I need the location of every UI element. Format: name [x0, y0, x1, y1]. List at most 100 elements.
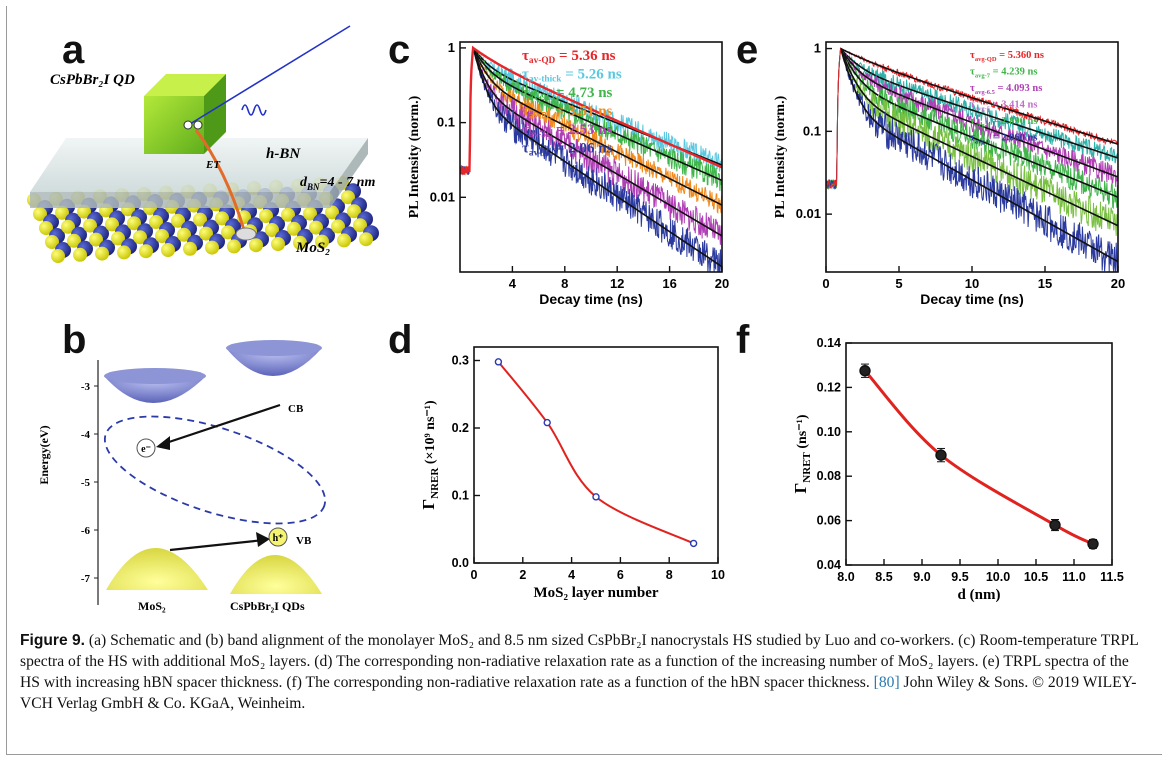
energy-tick-label: -4: [81, 429, 91, 441]
data-point: [494, 358, 503, 366]
sulfur-atom: [89, 232, 103, 247]
mos2-cb-top: [104, 368, 206, 384]
x-tick-label: 10: [711, 568, 725, 582]
sulfur-atom: [33, 207, 47, 221]
sulfur-atom: [133, 230, 147, 245]
plot-frame: [473, 346, 719, 564]
energy-tick-label: -3: [81, 381, 91, 393]
electron-symbol: [136, 438, 156, 458]
decay-trace: [460, 47, 722, 245]
mos2-lattice: [27, 176, 379, 263]
sulfur-atom: [215, 211, 229, 226]
et-label: ET: [205, 159, 221, 171]
y-tick-label: 0.12: [817, 380, 841, 394]
sulfur-atom: [281, 207, 295, 222]
data-point: [689, 539, 698, 548]
fit-line: [472, 47, 722, 182]
electron-arrowhead: [156, 436, 170, 450]
chart-c: 4 8 12 16 20 1 0.1 0.01 Decay time (ns) PL Intens…: [407, 40, 729, 307]
sulfur-atom: [221, 225, 235, 240]
x-tick-label: 0: [471, 568, 478, 582]
figure-caption: Figure 9. (a) Schematic and (b) band ali…: [20, 630, 1140, 714]
qd-cube-front: [144, 96, 204, 154]
data-point: [859, 365, 871, 377]
decay-trace: [460, 47, 722, 272]
fit-line: [840, 48, 1118, 159]
electron-transfer-arrow: [159, 403, 281, 447]
legend-entry: τav-5L = 3.51 ns: [522, 104, 613, 122]
y-tick-label: 0.01: [430, 189, 455, 204]
x-tick-label: 8.5: [875, 570, 892, 584]
x-tick-label: 11.0: [1062, 570, 1086, 584]
x-tick-label: 4: [509, 276, 517, 291]
chart-f: 8.0 8.5 9.0 9.5 10.0 10.5 11.0 11.5 0.04 0.06 0.08…: [791, 336, 1124, 603]
y-tick-label: 1: [814, 41, 821, 56]
caption-credit: John Wiley & Sons. © 2019 WILEY-VCH Verl…: [20, 674, 1137, 712]
x-tick-label: 11.5: [1100, 570, 1124, 584]
x-tick-label: 5: [895, 276, 902, 291]
caption-reference-link[interactable]: [80]: [873, 674, 900, 691]
y-tick-label: 0.01: [796, 206, 821, 221]
panel-letter-a: a: [62, 28, 85, 72]
y-axis-label: ΓNRER (×10⁹ ns⁻¹): [419, 400, 441, 510]
sulfur-atom: [303, 206, 317, 221]
hole-symbol: [268, 527, 288, 547]
energy-tick-label: -6: [81, 525, 91, 537]
panel-letter-e: e: [736, 28, 759, 72]
x-tick-label: 15: [1038, 276, 1052, 291]
x-tick-label: 8: [666, 568, 673, 582]
energy-tick-label: -5: [81, 477, 91, 489]
sulfur-atom: [127, 216, 141, 231]
sulfur-atom: [111, 231, 125, 246]
x-tick-label: 12: [610, 276, 624, 291]
exciton-dashed-loop: [103, 415, 327, 525]
figure-frame: [6, 6, 1162, 755]
sulfur-atom: [337, 233, 351, 248]
sulfur-atom: [315, 234, 329, 249]
x-tick-label: 10: [965, 276, 979, 291]
sulfur-atom: [287, 221, 301, 236]
sulfur-atom: [73, 247, 87, 262]
band-diagram-b: -3 -4 -5 -6 -7 Energy(eV) e⁻ h⁺ CB VB MoS₂ C…: [37, 340, 327, 613]
sulfur-atom: [139, 244, 153, 259]
plot-frame: [459, 41, 723, 273]
sulfur-atom: [51, 249, 65, 263]
y-tick-label: 1: [448, 40, 455, 55]
y-tick-label: 0.14: [817, 336, 841, 350]
sulfur-atom: [347, 204, 361, 219]
sulfur-atom: [55, 205, 69, 220]
sulfur-atom: [105, 217, 119, 232]
excitation-beam: [189, 25, 351, 125]
legend-entry: τav-9L = 4.73 ns: [522, 85, 613, 103]
data-point: [935, 449, 947, 461]
chart-e: 0 5 10 15 20 1 0.1 0.01 Decay time (ns) PL Intens…: [773, 41, 1125, 307]
sulfur-atom: [199, 226, 213, 241]
x-tick-label: 8: [561, 276, 568, 291]
sulfur-atom: [39, 221, 53, 235]
photon-wave: [241, 104, 267, 116]
sulfur-atom: [155, 229, 169, 243]
panel-letter-c: c: [388, 28, 411, 72]
qd-cube-top: [144, 74, 226, 96]
sulfur-atom: [61, 219, 75, 234]
hole-label: h⁺: [273, 533, 284, 544]
y-tick-label: 0.04: [817, 558, 841, 572]
sulfur-atom: [205, 240, 219, 255]
x-tick-label: 10.5: [1024, 570, 1048, 584]
data-point: [1087, 538, 1099, 550]
hbn-label: h-BN: [266, 146, 301, 162]
legend-entry: τav-thick = 5.26 ns: [522, 67, 622, 85]
sulfur-atom: [293, 235, 307, 250]
y-tick-label: 0.3: [452, 354, 469, 368]
sulfur-atom: [359, 232, 373, 247]
qd-conduction-band: [226, 348, 322, 376]
hbn-slab-top: [30, 138, 368, 192]
decay-trace: [460, 45, 722, 175]
dbn-label: dBN=4 - 7 nm: [300, 175, 375, 192]
data-point: [592, 493, 600, 501]
sulfur-atom: [193, 212, 207, 227]
hole-dot: [193, 120, 203, 130]
legend-entry: τavg-0 = 2.060 ns: [970, 133, 1037, 146]
x-tick-label: 20: [715, 276, 729, 291]
